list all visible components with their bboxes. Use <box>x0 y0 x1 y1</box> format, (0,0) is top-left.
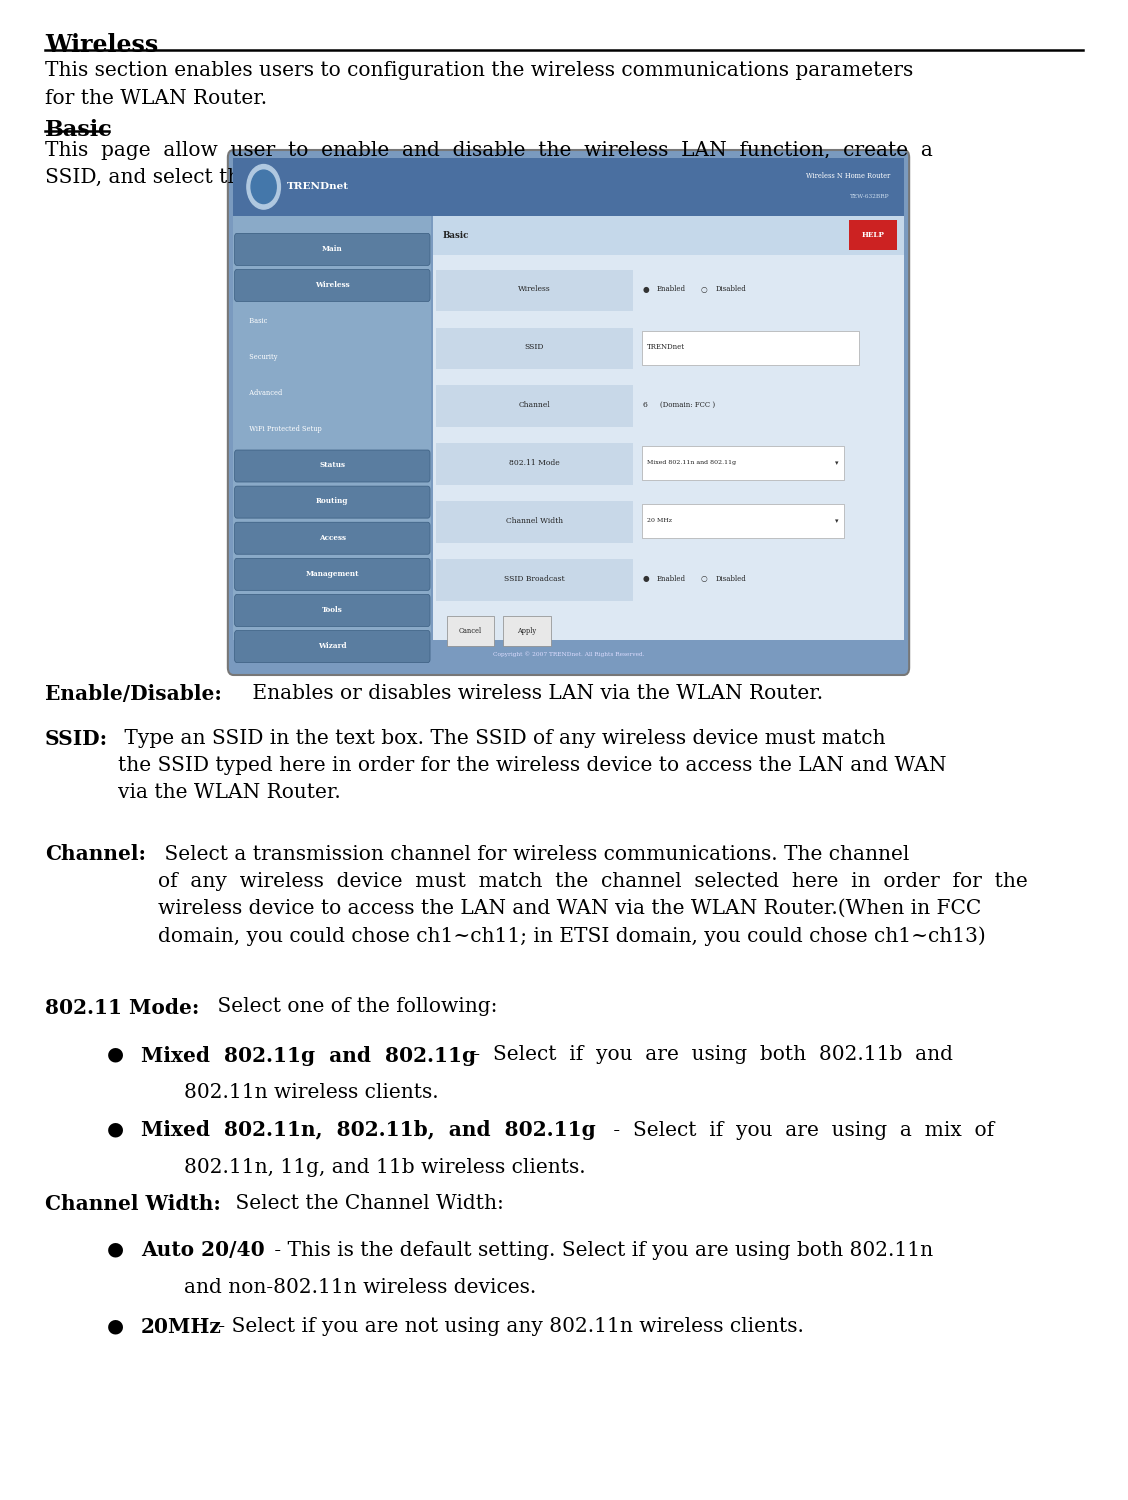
Text: ▾: ▾ <box>836 518 839 524</box>
Text: Auto 20/40: Auto 20/40 <box>141 1240 265 1260</box>
Text: 20 MHz: 20 MHz <box>646 519 672 524</box>
Bar <box>233 216 431 668</box>
Bar <box>642 332 858 364</box>
Text: SSID Broadcast: SSID Broadcast <box>504 574 565 582</box>
Text: Copyright © 2007 TRENDnet. All Rights Reserved.: Copyright © 2007 TRENDnet. All Rights Re… <box>493 651 644 657</box>
Text: HELP: HELP <box>862 231 884 240</box>
Text: Enabled: Enabled <box>656 574 686 582</box>
Text: WiFi Protected Setup: WiFi Protected Setup <box>245 424 321 433</box>
Bar <box>435 444 633 485</box>
Text: ●: ● <box>107 1120 124 1138</box>
Text: Wireless N Home Router: Wireless N Home Router <box>805 172 890 180</box>
Text: Mixed  802.11n,  802.11b,  and  802.11g: Mixed 802.11n, 802.11b, and 802.11g <box>141 1120 596 1140</box>
Text: Enable/Disable:: Enable/Disable: <box>45 684 222 703</box>
Text: 802.11n, 11g, and 11b wireless clients.: 802.11n, 11g, and 11b wireless clients. <box>184 1158 585 1178</box>
Text: TEW-632BRP: TEW-632BRP <box>851 194 890 198</box>
Text: Wizard: Wizard <box>318 642 346 650</box>
Text: Channel: Channel <box>519 400 550 410</box>
Text: SSID:: SSID: <box>45 729 108 748</box>
Text: Advanced: Advanced <box>245 388 282 398</box>
Bar <box>435 560 633 600</box>
Bar <box>642 446 845 480</box>
Text: Basic: Basic <box>442 231 469 240</box>
Text: (Domain: FCC ): (Domain: FCC ) <box>660 400 715 410</box>
FancyBboxPatch shape <box>235 594 430 627</box>
Text: SSID: SSID <box>525 344 544 351</box>
Text: -  Select  if  you  are  using  a  mix  of: - Select if you are using a mix of <box>607 1120 994 1140</box>
Text: ●: ● <box>642 285 649 294</box>
Text: Main: Main <box>321 244 343 252</box>
Text: Cancel: Cancel <box>459 627 482 636</box>
Text: 20MHz: 20MHz <box>141 1317 222 1336</box>
Text: Type an SSID in the text box. The SSID of any wireless device must match
the SSI: Type an SSID in the text box. The SSID o… <box>118 729 946 803</box>
Circle shape <box>247 165 281 209</box>
Bar <box>849 220 897 251</box>
Bar <box>642 504 845 537</box>
Text: - This is the default setting. Select if you are using both 802.11n: - This is the default setting. Select if… <box>268 1240 934 1260</box>
Text: Select the Channel Width:: Select the Channel Width: <box>229 1194 504 1214</box>
FancyBboxPatch shape <box>235 630 430 663</box>
Text: ▾: ▾ <box>836 460 839 466</box>
Text: This  page  allow  user  to  enable  and  disable  the  wireless  LAN  function,: This page allow user to enable and disab… <box>45 141 933 188</box>
FancyBboxPatch shape <box>235 450 430 482</box>
Text: 6: 6 <box>642 400 647 410</box>
Text: Status: Status <box>319 462 345 470</box>
FancyBboxPatch shape <box>235 270 430 302</box>
Bar <box>503 616 550 646</box>
Circle shape <box>252 170 276 204</box>
Bar <box>435 386 633 427</box>
Text: ○: ○ <box>700 285 707 294</box>
Bar <box>433 216 904 668</box>
Bar <box>435 501 633 543</box>
Text: -  Select  if  you  are  using  both  802.11b  and: - Select if you are using both 802.11b a… <box>467 1046 953 1065</box>
Bar <box>233 158 904 216</box>
Text: Access: Access <box>319 534 346 542</box>
Text: Channel Width: Channel Width <box>506 518 563 525</box>
Text: ●: ● <box>642 574 649 584</box>
Text: Wireless: Wireless <box>45 33 158 57</box>
Text: Enables or disables wireless LAN via the WLAN Router.: Enables or disables wireless LAN via the… <box>246 684 823 703</box>
Text: 802.11n wireless clients.: 802.11n wireless clients. <box>184 1083 439 1102</box>
FancyBboxPatch shape <box>235 486 430 518</box>
Text: ●: ● <box>107 1240 124 1258</box>
Text: TRENDnet: TRENDnet <box>288 183 350 192</box>
Text: Mixed  802.11g  and  802.11g: Mixed 802.11g and 802.11g <box>141 1046 476 1065</box>
FancyBboxPatch shape <box>235 234 430 266</box>
Text: TRENDnet: TRENDnet <box>646 344 685 351</box>
Text: - Select if you are not using any 802.11n wireless clients.: - Select if you are not using any 802.11… <box>212 1317 804 1336</box>
Text: ●: ● <box>107 1317 124 1335</box>
Text: and non-802.11n wireless devices.: and non-802.11n wireless devices. <box>184 1278 536 1298</box>
FancyBboxPatch shape <box>228 150 909 675</box>
Text: Security: Security <box>245 352 277 362</box>
Text: Channel Width:: Channel Width: <box>45 1194 221 1214</box>
Text: Wireless: Wireless <box>518 285 550 294</box>
Text: Basic: Basic <box>45 118 113 141</box>
Text: Routing: Routing <box>316 498 349 506</box>
Text: Disabled: Disabled <box>715 285 747 294</box>
Bar <box>233 640 904 668</box>
Text: Enabled: Enabled <box>656 285 686 294</box>
FancyBboxPatch shape <box>235 558 430 591</box>
Text: 802.11 Mode:: 802.11 Mode: <box>45 998 200 1017</box>
Text: Basic: Basic <box>245 316 267 326</box>
Text: Tools: Tools <box>321 606 343 613</box>
Text: Wireless: Wireless <box>315 280 350 290</box>
Text: Disabled: Disabled <box>715 574 747 582</box>
Bar <box>433 216 904 255</box>
Text: ●: ● <box>107 1046 124 1064</box>
Bar <box>435 327 633 369</box>
Text: Channel:: Channel: <box>45 844 147 864</box>
Text: ○: ○ <box>700 574 707 584</box>
Text: 802.11 Mode: 802.11 Mode <box>509 459 559 466</box>
Text: This section enables users to configuration the wireless communications paramete: This section enables users to configurat… <box>45 62 914 108</box>
Text: Apply: Apply <box>518 627 537 636</box>
FancyBboxPatch shape <box>235 522 430 554</box>
Text: Management: Management <box>306 570 359 578</box>
Bar <box>435 270 633 312</box>
Text: Select a transmission channel for wireless communications. The channel
of  any  : Select a transmission channel for wirele… <box>158 844 1028 946</box>
Text: Mixed 802.11n and 802.11g: Mixed 802.11n and 802.11g <box>646 460 735 465</box>
Bar <box>447 616 494 646</box>
Text: Select one of the following:: Select one of the following: <box>211 998 497 1017</box>
